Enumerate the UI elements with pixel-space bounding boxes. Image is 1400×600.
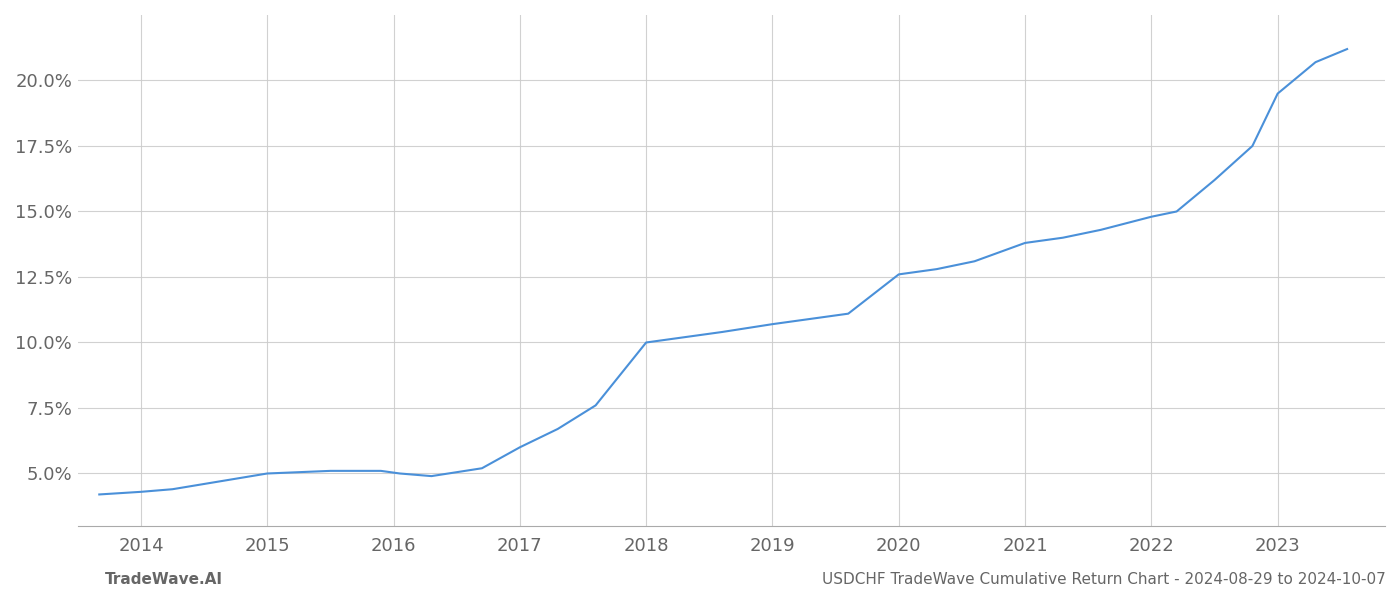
Text: TradeWave.AI: TradeWave.AI [105,572,223,587]
Text: USDCHF TradeWave Cumulative Return Chart - 2024-08-29 to 2024-10-07: USDCHF TradeWave Cumulative Return Chart… [822,572,1386,587]
